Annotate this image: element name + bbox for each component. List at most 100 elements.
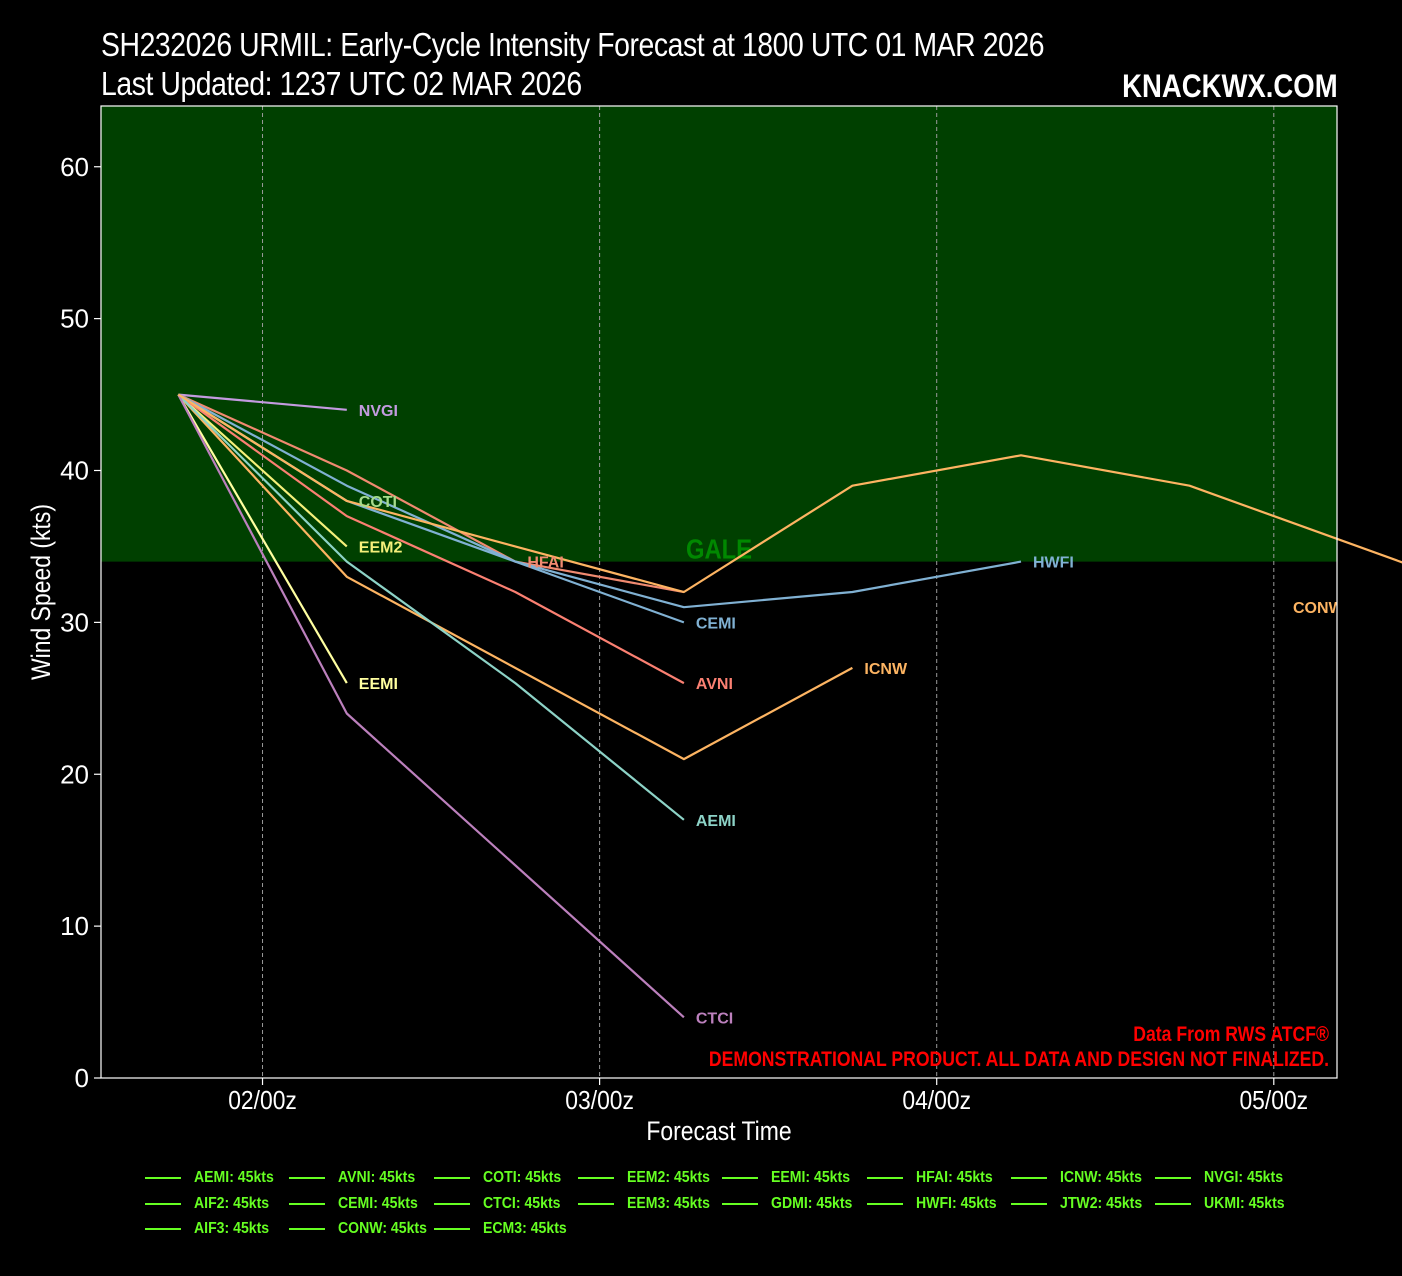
legend-label: EEMI: 45kts	[771, 1169, 851, 1186]
series-label-hfai: HFAI	[527, 555, 563, 572]
series-label-conw: CONW	[1293, 600, 1345, 617]
x-tick-label: 05/00z	[1239, 1087, 1308, 1116]
legend-item: NVGI: 45kts	[1155, 1168, 1294, 1188]
x-tick-label: 03/00z	[565, 1087, 634, 1116]
legend-item: AVNI: 45kts	[289, 1168, 426, 1188]
series-line-hfai	[177, 393, 685, 594]
legend-label: NVGI: 45kts	[1204, 1169, 1284, 1186]
legend-swatch	[1155, 1177, 1192, 1179]
brand-logo: KNACKWX.COM	[1122, 68, 1338, 104]
y-tick-label: 10	[60, 911, 89, 941]
legend-label: GDMI: 45kts	[771, 1194, 853, 1212]
legend-label: AIF2: 45kts	[194, 1194, 270, 1212]
legend-label: JTW2: 45kts	[1059, 1194, 1142, 1212]
legend-label: EEM3: 45kts	[626, 1194, 710, 1212]
series-line-icnw	[177, 393, 853, 761]
legend-item: AEMI: 45kts	[145, 1168, 285, 1188]
legend-swatch	[145, 1177, 181, 1179]
band-category-1	[101, 91, 1337, 106]
x-tick-label: 04/00z	[902, 1087, 971, 1116]
legend-item: CTCI: 45kts	[433, 1194, 571, 1214]
legend-label: AVNI: 45kts	[338, 1169, 416, 1186]
legend-swatch	[433, 1177, 470, 1179]
series-line-conw	[177, 393, 1402, 594]
chart-title: SH232026 URMIL: Early-Cycle Intensity Fo…	[101, 26, 1045, 63]
disclaimer-note: DEMONSTRATIONAL PRODUCT. ALL DATA AND DE…	[709, 1048, 1329, 1072]
legend-label: ICNW: 45kts	[1059, 1169, 1142, 1186]
legend-swatch	[289, 1228, 326, 1230]
legend-swatch	[577, 1202, 614, 1205]
series-line-nvgi	[178, 393, 347, 411]
legend-label: ECM3: 45kts	[482, 1220, 567, 1237]
legend-item: HFAI: 45kts	[866, 1168, 1003, 1188]
legend-swatch	[722, 1202, 759, 1205]
legend-swatch	[866, 1202, 903, 1205]
legend-label: EEM2: 45kts	[626, 1169, 710, 1186]
series-label-eemi: EEMI	[359, 676, 398, 693]
series-line-aemi	[177, 393, 685, 821]
legend-item: UKMI: 45kts	[1155, 1194, 1296, 1214]
series-label-icnw: ICNW	[864, 661, 908, 678]
legend-swatch	[145, 1202, 181, 1205]
series-line-avni	[177, 393, 685, 685]
legend-swatch	[289, 1202, 326, 1205]
legend-item: CEMI: 45kts	[289, 1194, 429, 1214]
series-label-avni: AVNI	[696, 676, 733, 693]
y-tick-label: 40	[60, 456, 89, 486]
y-tick-label: 50	[60, 304, 89, 334]
intensity-chart: GALE CATEGORY 1 NVGI COTI EEM2 EEMI HFAI CEMI HW…	[26, 77, 1402, 1146]
legend-swatch	[1010, 1177, 1047, 1179]
series-label-ctci: CTCI	[696, 1010, 733, 1027]
y-axis-label: Wind Speed (kts)	[26, 504, 56, 680]
y-tick-label: 60	[60, 152, 89, 182]
legend-item: EEMI: 45kts	[722, 1168, 861, 1188]
legend-label: CTCI: 45kts	[482, 1194, 561, 1212]
x-axis-label: Forecast Time	[646, 1116, 791, 1146]
legend-swatch	[1010, 1202, 1047, 1205]
legend-item: HWFI: 45kts	[866, 1194, 1008, 1214]
series-label-cemi: CEMI	[696, 615, 736, 632]
legend-label: HFAI: 45kts	[915, 1169, 993, 1186]
last-updated: Last Updated: 1237 UTC 02 MAR 2026	[101, 65, 582, 102]
series-label-hwfi: HWFI	[1033, 555, 1074, 572]
legend-label: AIF3: 45kts	[194, 1220, 270, 1237]
series-line-eemi	[177, 394, 348, 684]
series-label-coti: COTI	[359, 494, 397, 511]
series-line-eem2	[177, 393, 348, 548]
legend-swatch	[577, 1177, 614, 1179]
legend-label: COTI: 45kts	[482, 1169, 561, 1186]
legend-label: AEMI: 45kts	[194, 1169, 274, 1186]
series-line-ctci	[177, 394, 685, 1019]
series-label-eem2: EEM2	[359, 539, 403, 556]
legend-swatch	[866, 1177, 903, 1179]
legend-item: COTI: 45kts	[433, 1168, 572, 1188]
x-tick-label: 02/00z	[228, 1087, 297, 1116]
series-label-aemi: AEMI	[696, 813, 736, 830]
legend-item: GDMI: 45kts	[722, 1194, 863, 1214]
legend-label: CEMI: 45kts	[338, 1194, 419, 1212]
legend-label: CONW: 45kts	[338, 1220, 428, 1237]
legend-swatch	[145, 1228, 181, 1230]
legend-item: CONW: 45kts	[289, 1219, 439, 1239]
legend-item: AIF3: 45kts	[145, 1219, 279, 1239]
legend-item: EEM2: 45kts	[577, 1168, 721, 1188]
band-label: CATEGORY 1	[643, 77, 795, 109]
legend-item: EEM3: 45kts	[577, 1194, 721, 1214]
legend-swatch	[1155, 1202, 1192, 1205]
band-label: GALE	[686, 533, 752, 565]
legend-swatch	[289, 1177, 326, 1179]
data-source-note: Data From RWS ATCF®	[1133, 1023, 1329, 1047]
legend-item: ICNW: 45kts	[1010, 1168, 1153, 1188]
legend-item: AIF2: 45kts	[145, 1194, 279, 1214]
legend-label: UKMI: 45kts	[1204, 1194, 1285, 1212]
y-tick-label: 0	[75, 1063, 89, 1093]
legend-swatch	[433, 1202, 470, 1205]
band-gale	[101, 106, 1337, 562]
legend-swatch	[433, 1228, 470, 1230]
legend-item: ECM3: 45kts	[433, 1219, 578, 1239]
legend-item: JTW2: 45kts	[1010, 1194, 1153, 1214]
plot-frame	[100, 105, 1338, 1079]
series-label-nvgi: NVGI	[359, 403, 398, 420]
y-tick-label: 20	[60, 759, 89, 789]
legend-label: HWFI: 45kts	[915, 1194, 997, 1212]
